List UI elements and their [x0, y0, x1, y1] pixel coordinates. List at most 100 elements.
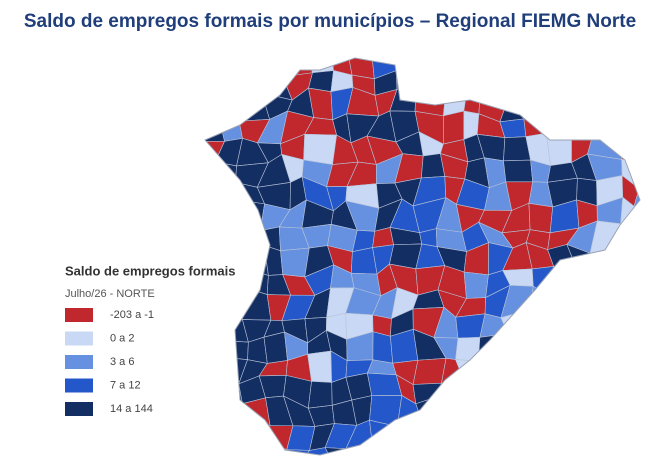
municipality	[599, 67, 620, 98]
municipality	[545, 335, 572, 365]
municipality	[546, 285, 577, 317]
municipality	[529, 285, 550, 317]
municipality	[504, 441, 536, 455]
municipality	[616, 294, 639, 316]
municipality	[572, 398, 601, 428]
municipality	[219, 340, 249, 360]
municipality	[389, 439, 422, 455]
municipality	[567, 336, 598, 359]
municipality	[545, 308, 572, 338]
municipality	[567, 356, 601, 377]
municipality	[223, 58, 244, 76]
municipality	[510, 58, 528, 72]
municipality	[631, 240, 640, 277]
municipality	[574, 264, 599, 289]
municipality	[567, 68, 602, 100]
municipality	[499, 361, 535, 385]
municipality	[588, 92, 617, 115]
municipality	[263, 58, 285, 78]
municipality	[307, 350, 332, 383]
municipality	[614, 240, 640, 275]
title: Saldo de empregos formais por municípios…	[24, 11, 636, 32]
municipality	[544, 406, 578, 427]
municipality	[523, 87, 557, 120]
municipality	[633, 205, 640, 232]
municipality	[282, 58, 313, 78]
municipality	[548, 357, 575, 387]
municipality	[525, 70, 557, 101]
municipality	[205, 418, 222, 446]
municipality	[483, 444, 510, 455]
municipality	[610, 309, 639, 334]
municipality	[632, 109, 640, 146]
municipality	[238, 425, 271, 452]
municipality	[440, 64, 467, 95]
municipality	[567, 58, 602, 74]
municipality	[530, 361, 555, 387]
municipality	[631, 221, 640, 255]
municipality	[573, 375, 601, 410]
municipality	[570, 110, 592, 140]
municipality	[630, 311, 640, 338]
municipality	[615, 372, 640, 409]
municipality	[633, 273, 640, 296]
municipality	[639, 376, 640, 406]
municipality	[214, 383, 243, 405]
municipality	[205, 58, 227, 78]
municipality	[511, 395, 536, 426]
municipality	[544, 376, 578, 410]
municipality	[635, 420, 640, 452]
municipality	[548, 68, 572, 100]
municipality	[457, 58, 492, 71]
municipality	[205, 64, 224, 95]
municipality	[503, 159, 534, 183]
legend-label: -203 a -1	[110, 309, 154, 321]
municipality	[530, 335, 550, 365]
municipality	[307, 381, 333, 409]
municipality	[638, 154, 640, 190]
municipality	[281, 449, 311, 455]
municipality	[345, 448, 380, 455]
municipality	[301, 447, 336, 455]
municipality	[589, 262, 618, 297]
legend-swatch	[65, 331, 93, 346]
municipality	[455, 337, 481, 362]
municipality	[478, 333, 509, 364]
municipality	[523, 406, 551, 426]
municipality	[611, 440, 640, 455]
municipality	[504, 420, 536, 450]
municipality	[396, 425, 425, 441]
municipality	[372, 331, 394, 364]
municipality	[417, 440, 440, 455]
legend-swatch	[65, 402, 93, 416]
municipality	[499, 333, 536, 363]
municipality	[440, 58, 464, 72]
municipality	[613, 58, 640, 75]
municipality	[205, 221, 228, 249]
municipality	[412, 358, 447, 385]
municipality	[570, 425, 589, 453]
municipality	[395, 70, 417, 90]
municipality	[633, 179, 640, 210]
municipality	[523, 115, 551, 138]
legend: -203 a -1 0 a 2 3 a 6 7 a 12 14 a 144	[65, 308, 154, 416]
municipality	[611, 420, 640, 452]
municipality	[482, 58, 512, 71]
municipality	[637, 68, 640, 94]
municipality	[586, 398, 621, 428]
municipality	[549, 264, 577, 297]
municipality	[217, 400, 248, 429]
municipality	[205, 161, 225, 178]
municipality	[588, 110, 623, 144]
municipality	[479, 67, 512, 101]
municipality	[635, 399, 640, 427]
municipality	[632, 88, 640, 110]
legend-swatch	[65, 378, 93, 393]
municipality	[639, 354, 640, 385]
municipality	[591, 356, 620, 377]
legend-label: 7 a 12	[110, 379, 141, 391]
municipality	[509, 67, 531, 101]
municipality	[461, 418, 485, 451]
municipality	[410, 58, 445, 72]
municipality	[630, 333, 640, 360]
